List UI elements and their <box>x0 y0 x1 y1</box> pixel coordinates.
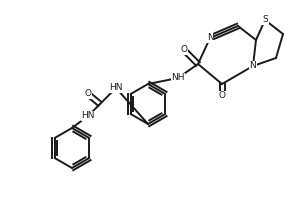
Text: N: N <box>250 62 256 71</box>
Text: S: S <box>262 16 268 24</box>
Text: HN: HN <box>109 84 123 92</box>
Text: O: O <box>85 90 92 98</box>
Text: NH: NH <box>171 73 185 82</box>
Text: O: O <box>181 46 188 54</box>
Text: O: O <box>218 92 226 100</box>
Text: N: N <box>207 33 213 43</box>
Text: HN: HN <box>81 112 95 120</box>
